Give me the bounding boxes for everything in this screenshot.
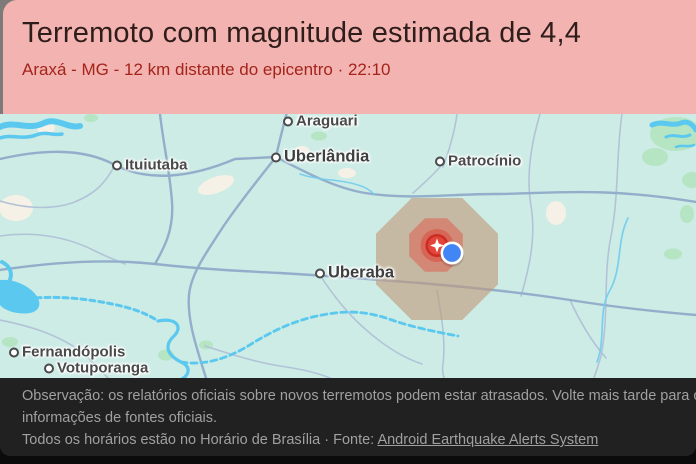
city-marker-icon — [112, 160, 122, 170]
city-name: Ituiutaba — [125, 156, 188, 174]
alert-banner: Terremoto com magnitude estimada de 4,4 … — [3, 0, 696, 114]
city-marker-icon — [315, 268, 325, 278]
city-name: Patrocínio — [448, 152, 522, 170]
disclaimer-line1: Observação: os relatórios oficiais sobre… — [22, 388, 696, 404]
city-name: Uberaba — [328, 263, 395, 282]
city-label-araguari: Araguari — [283, 114, 358, 130]
disclaimer-line3-text: Todos os horários estão no Horário de Br… — [22, 432, 378, 448]
disclaimer: Observação: os relatórios oficiais sobre… — [0, 378, 696, 456]
map[interactable]: Araguari Uberlândia Patrocínio Ituiutaba Ube… — [0, 114, 696, 378]
city-label-uberlandia: Uberlândia — [271, 148, 369, 167]
city-label-fernandopolis: Fernandópolis — [9, 344, 125, 361]
city-label-ituiutaba: Ituiutaba — [112, 157, 188, 174]
city-name: Araguari — [296, 114, 358, 130]
city-label-patrocinio: Patrocínio — [435, 153, 521, 170]
city-name: Uberlândia — [284, 147, 370, 166]
city-name: Votuporanga — [57, 359, 149, 377]
city-marker-icon — [283, 116, 293, 126]
disclaimer-line2: informações de fontes oficiais. — [22, 410, 218, 426]
city-marker-icon — [271, 152, 281, 162]
rivers-lakes — [0, 118, 696, 378]
disclaimer-line3: Todos os horários estão no Horário de Br… — [22, 429, 696, 451]
minor-roads — [0, 114, 623, 378]
terrain-urban-patches — [0, 122, 566, 225]
city-label-uberaba: Uberaba — [315, 264, 394, 283]
city-marker-icon — [44, 363, 54, 373]
epicenter-star-icon — [430, 238, 444, 253]
city-marker-icon — [9, 347, 19, 357]
alert-area-overlay — [376, 198, 498, 320]
alert-subtitle: Araxá - MG - 12 km distante do epicentro… — [22, 60, 391, 79]
city-name: Fernandópolis — [22, 343, 126, 361]
city-label-votuporanga: Votuporanga — [44, 360, 148, 377]
alert-title: Terremoto com magnitude estimada de 4,4 — [22, 17, 582, 49]
map-canvas — [0, 114, 696, 378]
city-marker-icon — [435, 156, 445, 166]
major-roads — [0, 114, 696, 378]
source-link[interactable]: Android Earthquake Alerts System — [377, 432, 599, 448]
current-location-dot — [440, 241, 464, 265]
